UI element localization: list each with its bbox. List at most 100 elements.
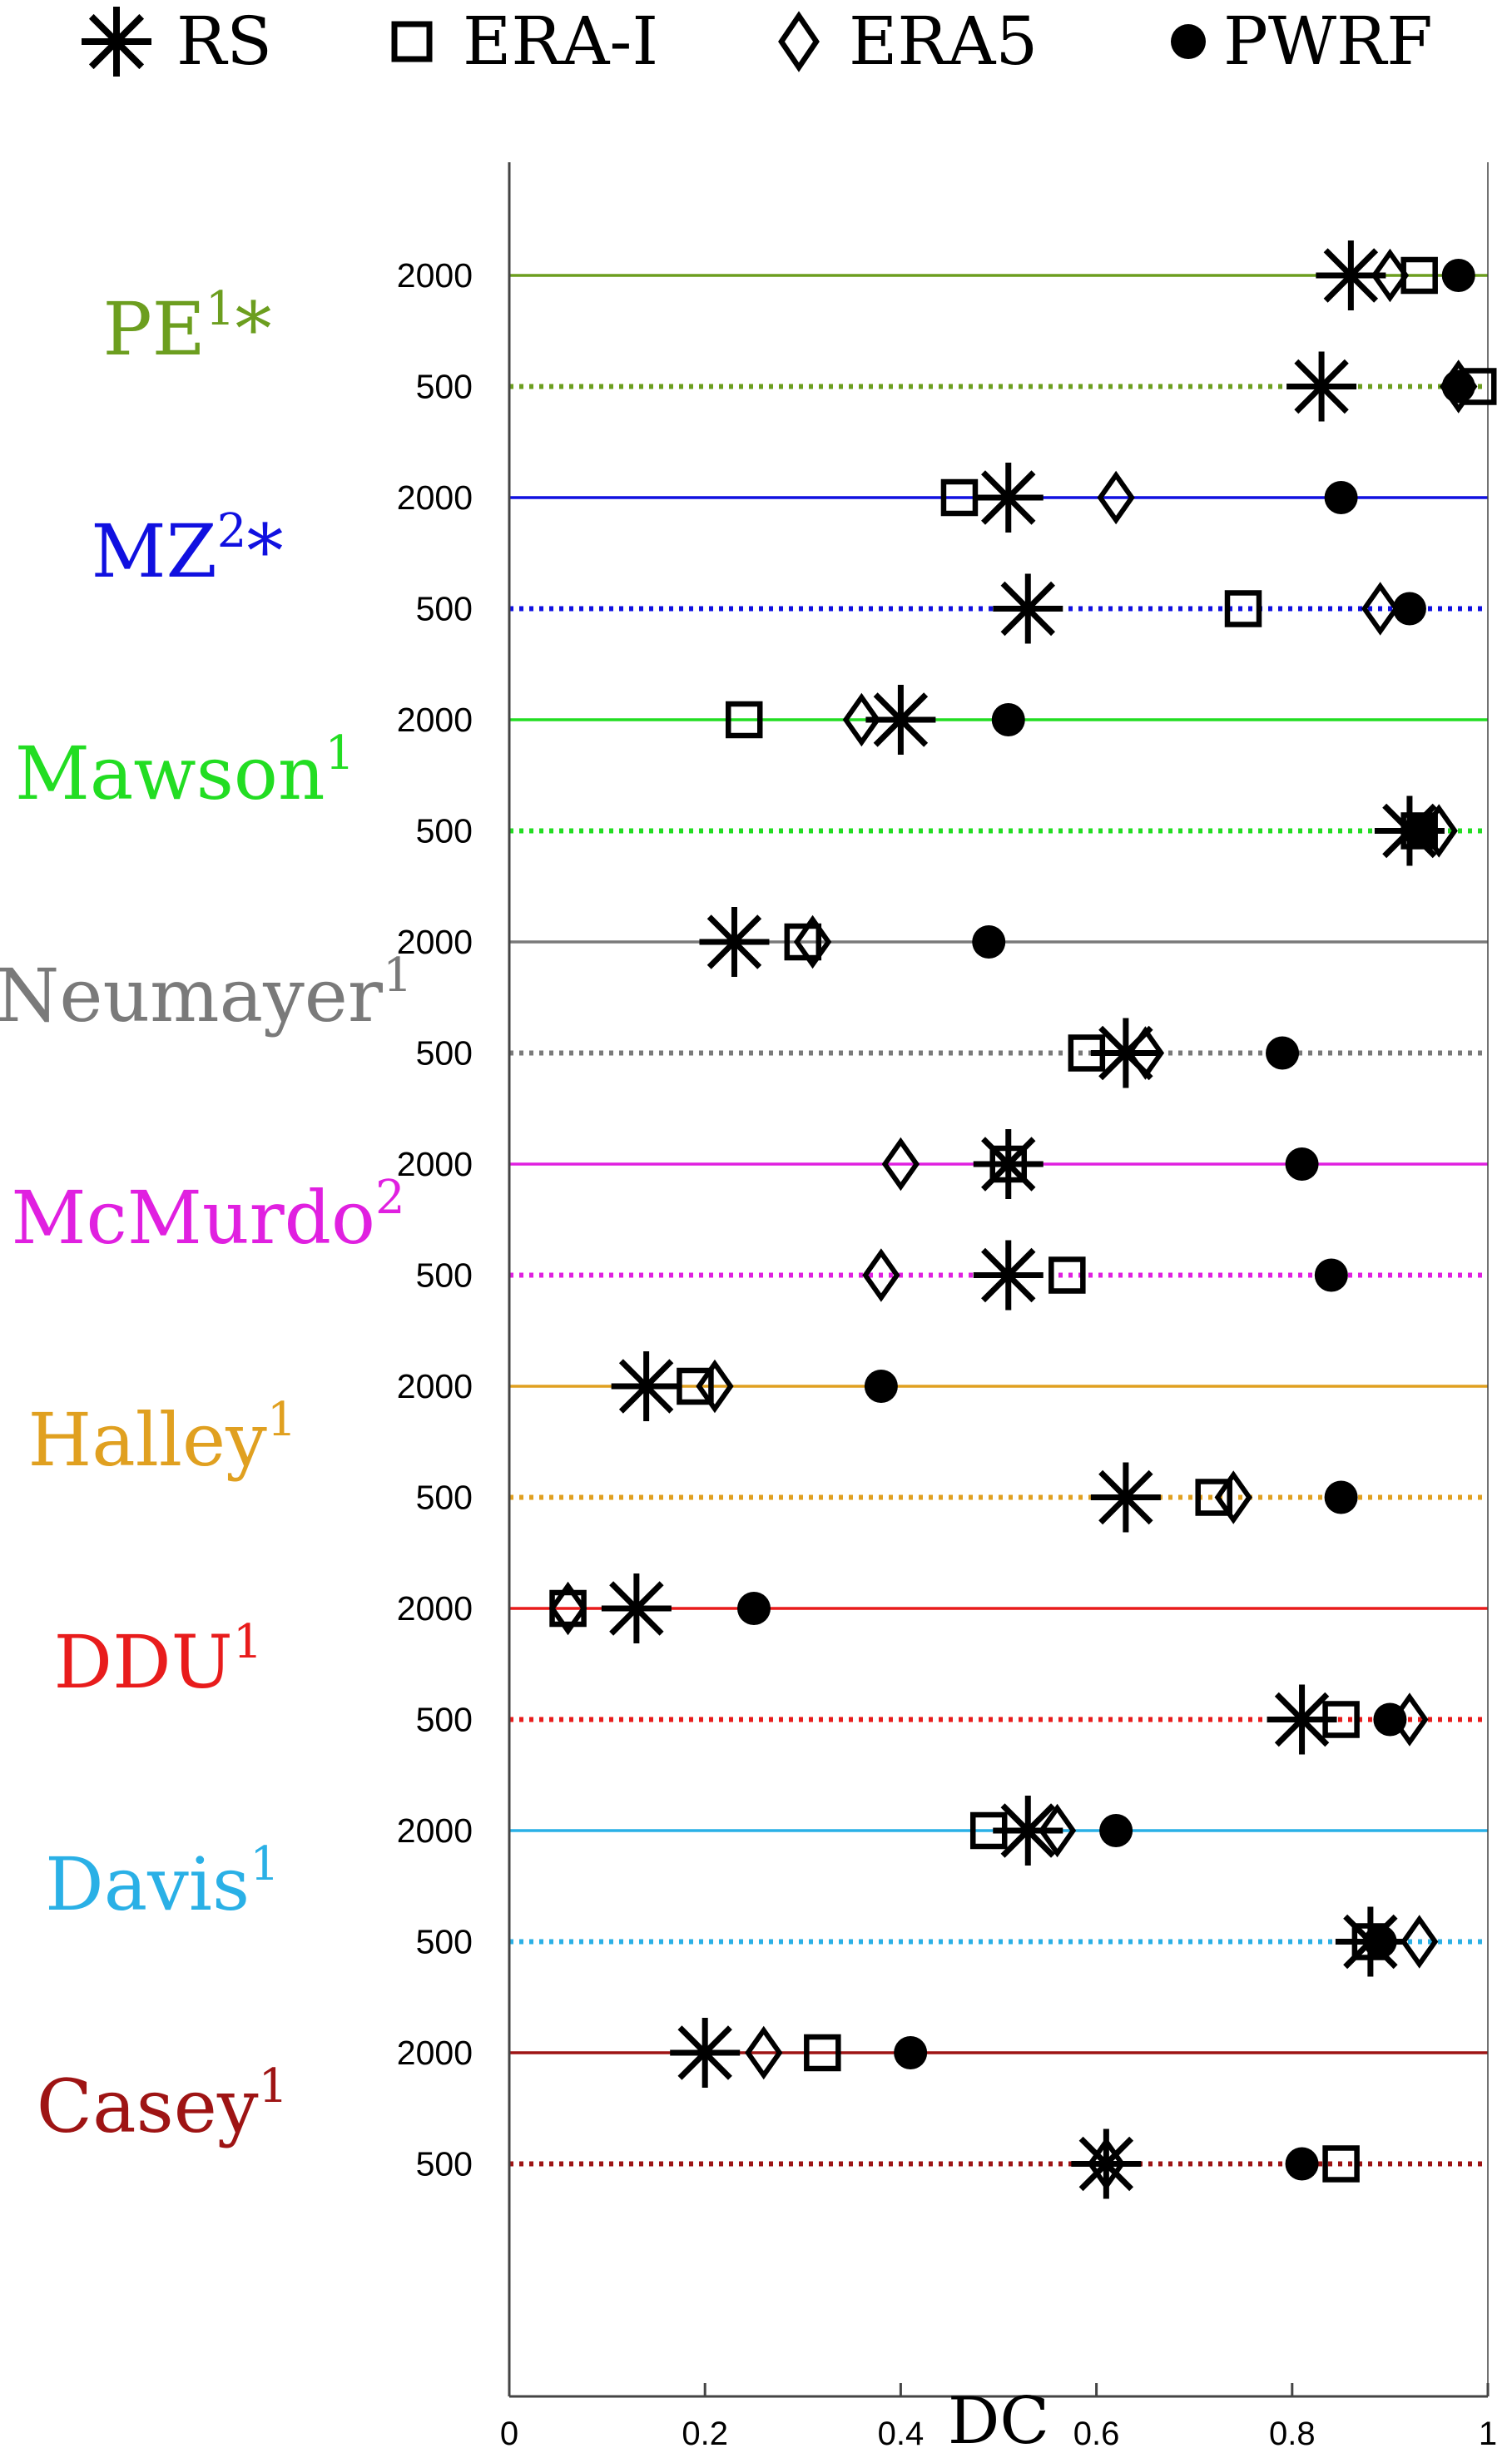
point-pwrf-mz-2000 <box>1324 481 1358 514</box>
point-era-i-halley-500 <box>1195 1479 1232 1516</box>
point-rs-mz-2000 <box>973 463 1044 533</box>
station-label-ddu: DDU1 <box>54 1615 263 1705</box>
point-pwrf-mcmurdo-500 <box>1314 1258 1348 1292</box>
point-pwrf-casey-2000 <box>894 2036 928 2069</box>
point-era5-mz-500 <box>1361 582 1400 636</box>
point-era5-mawson-2000 <box>842 692 881 747</box>
level-label: 2000 <box>397 1367 473 1405</box>
point-era5-pe-2000 <box>1371 248 1410 303</box>
point-rs-mawson-2000 <box>865 685 936 755</box>
diamond-icon <box>778 11 820 72</box>
level-label: 500 <box>416 1256 473 1295</box>
point-pwrf-mcmurdo-2000 <box>1285 1147 1319 1181</box>
level-label: 2000 <box>397 478 473 517</box>
legend-label: PWRF <box>1223 2 1433 80</box>
point-era5-mz-2000 <box>1097 470 1135 525</box>
station-name: McMurdo2 <box>11 1171 404 1261</box>
station-name: DDU1 <box>54 1615 263 1705</box>
point-rs-halley-500 <box>1090 1462 1161 1533</box>
point-rs-mcmurdo-2000 <box>973 1129 1044 1199</box>
point-rs-davis-2000 <box>993 1796 1063 1866</box>
level-label: 2000 <box>397 1589 473 1628</box>
point-era5-davis-500 <box>1400 1915 1439 1969</box>
point-era-i-mcmurdo-500 <box>1048 1256 1086 1294</box>
point-rs-casey-500 <box>1071 2128 1142 2199</box>
level-label: 500 <box>416 368 473 406</box>
point-era5-halley-500 <box>1214 1470 1252 1524</box>
station-name: Halley1 <box>28 1393 297 1483</box>
point-era5-mcmurdo-2000 <box>881 1137 920 1192</box>
level-label: 2000 <box>397 1811 473 1850</box>
point-era5-halley-2000 <box>696 1359 734 1414</box>
station-rows: PE1*2000500MZ2*2000500Mawson12000500Neum… <box>0 256 1488 2183</box>
legend-label: ERA5 <box>849 2 1038 80</box>
point-era-i-casey-2000 <box>804 2034 841 2072</box>
station-label-mz: MZ2* <box>92 504 284 594</box>
legend-label: ERA-I <box>463 2 658 80</box>
station-label-neumayer: Neumayer1 <box>0 949 413 1038</box>
level-label: 500 <box>416 1034 473 1073</box>
station-label-pe: PE1* <box>102 282 271 372</box>
point-pwrf-halley-500 <box>1324 1480 1358 1514</box>
point-pwrf-davis-2000 <box>1099 1814 1133 1847</box>
station-name: Mawson1 <box>15 726 354 816</box>
station-label-davis: Davis1 <box>45 1837 280 1927</box>
point-rs-pe-500 <box>1286 351 1357 422</box>
point-pwrf-ddu-2000 <box>737 1592 771 1625</box>
level-label: 2000 <box>397 1145 473 1183</box>
point-pwrf-mawson-2000 <box>991 703 1025 736</box>
point-rs-ddu-2000 <box>601 1573 672 1643</box>
point-pwrf-casey-500 <box>1285 2147 1319 2181</box>
point-rs-mcmurdo-500 <box>973 1240 1044 1311</box>
point-era-i-mz-500 <box>1224 590 1262 627</box>
x-tick-label: 0.6 <box>1073 2416 1120 2448</box>
point-rs-pe-2000 <box>1316 240 1386 310</box>
square-icon <box>391 21 433 62</box>
point-pwrf-neumayer-2000 <box>972 925 1006 959</box>
station-name: Casey1 <box>37 2059 288 2149</box>
point-rs-neumayer-2000 <box>699 907 770 977</box>
station-name: MZ2* <box>92 504 284 594</box>
legend-label: RS <box>176 2 272 80</box>
axis: 0 0.2 0.4 0.6 0.8 1 DC <box>500 162 1497 2448</box>
station-name: Davis1 <box>45 1837 280 1927</box>
level-label: 500 <box>416 1701 473 1739</box>
point-era-i-mawson-2000 <box>725 701 763 739</box>
x-tick-label: 0.2 <box>682 2416 728 2448</box>
station-label-halley: Halley1 <box>28 1393 297 1483</box>
station-name: Neumayer1 <box>0 949 413 1038</box>
x-tick-label: 0.4 <box>878 2416 925 2448</box>
point-era-i-neumayer-2000 <box>784 923 822 961</box>
level-label: 500 <box>416 2145 473 2183</box>
level-label: 2000 <box>397 701 473 739</box>
point-rs-mz-500 <box>993 573 1063 644</box>
point-pwrf-ddu-500 <box>1373 1702 1407 1737</box>
station-label-mcmurdo: McMurdo2 <box>11 1171 404 1261</box>
point-rs-halley-2000 <box>611 1351 682 1421</box>
x-tick-label: 0.8 <box>1269 2416 1316 2448</box>
level-label: 500 <box>416 1479 473 1517</box>
level-label: 500 <box>416 812 473 850</box>
point-era5-davis-2000 <box>1038 1803 1077 1858</box>
point-pwrf-mz-500 <box>1392 592 1426 626</box>
point-rs-davis-500 <box>1335 1906 1405 1977</box>
asterisk-icon <box>82 7 151 77</box>
station-label-casey: Casey1 <box>37 2059 288 2149</box>
level-label: 2000 <box>397 2034 473 2072</box>
point-era5-mcmurdo-500 <box>862 1248 900 1302</box>
level-label: 500 <box>416 590 473 628</box>
station-label-mawson: Mawson1 <box>15 726 354 816</box>
point-pwrf-halley-2000 <box>864 1370 898 1403</box>
x-axis-label: DC <box>948 2384 1049 2448</box>
point-era5-neumayer-2000 <box>793 914 832 969</box>
level-label: 2000 <box>397 923 473 961</box>
station-name: PE1* <box>102 282 271 372</box>
point-rs-casey-2000 <box>670 2018 741 2088</box>
markers <box>548 240 1497 2199</box>
level-label: 2000 <box>397 256 473 295</box>
point-rs-mawson-500 <box>1374 795 1445 866</box>
point-pwrf-pe-500 <box>1441 369 1475 404</box>
legend: RS ERA-I ERA5 PWRF <box>82 2 1433 80</box>
legend-entry-era-i: ERA-I <box>391 2 658 80</box>
